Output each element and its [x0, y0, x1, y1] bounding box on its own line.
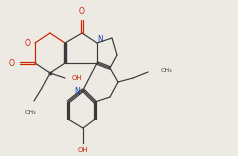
Text: N: N — [74, 88, 80, 97]
Text: O: O — [9, 58, 15, 68]
Text: OH: OH — [78, 147, 88, 153]
Text: O: O — [25, 39, 31, 47]
Text: OH: OH — [72, 75, 83, 81]
Text: CH₃: CH₃ — [24, 110, 36, 115]
Text: O: O — [79, 7, 85, 17]
Text: CH₃: CH₃ — [161, 68, 173, 73]
Text: N: N — [97, 36, 103, 44]
